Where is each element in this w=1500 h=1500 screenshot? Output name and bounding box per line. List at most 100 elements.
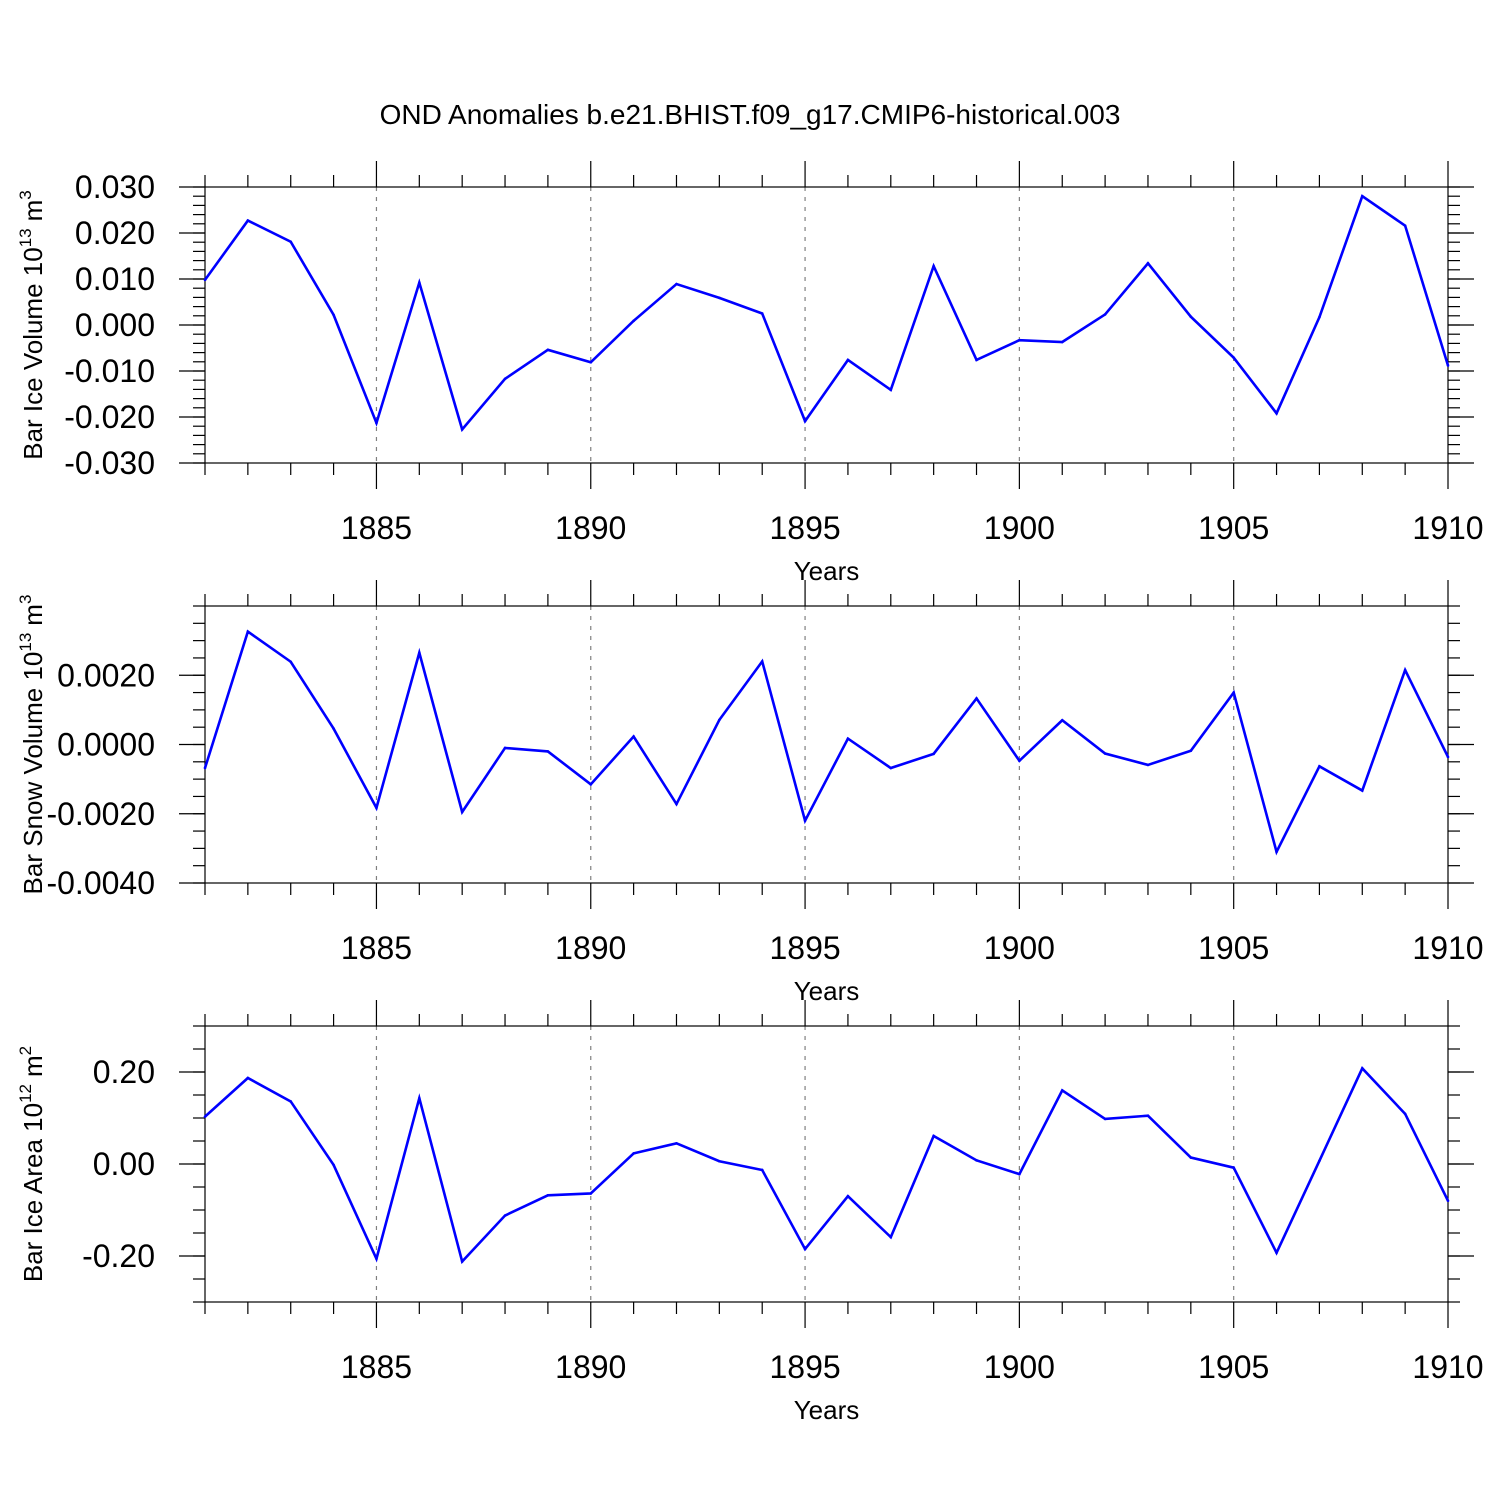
data-point	[1318, 315, 1321, 319]
y-tick-label: 0.0020	[57, 657, 155, 693]
data-point	[418, 651, 421, 655]
data-point	[675, 802, 678, 806]
data-point	[1446, 364, 1450, 367]
y-tick-label: -0.010	[64, 353, 155, 389]
data-point	[803, 419, 807, 423]
data-point	[546, 750, 550, 753]
data-point	[1018, 338, 1021, 342]
data-point	[289, 1100, 293, 1103]
y-axis-label-unit: m	[18, 604, 48, 626]
series-line	[203, 629, 1450, 856]
data-point	[846, 358, 850, 362]
y-axis-label-unit-exponent: 3	[16, 595, 35, 604]
data-point	[375, 806, 378, 810]
data-point	[718, 1159, 721, 1163]
plot-frame	[204, 1025, 1449, 1303]
data-point	[1103, 313, 1107, 316]
panel-3: 1885 1890 1895 1900 1905 1910 Years -0.20 0.00 0.…	[16, 1000, 1484, 1425]
data-point	[460, 428, 464, 431]
series-line	[204, 1066, 1450, 1265]
data-point	[1103, 752, 1107, 755]
y-tick-label: -0.20	[82, 1238, 155, 1274]
data-point	[503, 377, 507, 381]
x-tick-label: 1910	[1412, 510, 1483, 546]
data-point	[1189, 749, 1193, 753]
y-tick-label: -0.030	[64, 445, 155, 481]
data-point	[1232, 691, 1235, 694]
data-point	[1060, 718, 1064, 722]
data-point	[203, 278, 207, 282]
data-point	[1275, 1251, 1278, 1255]
x-tick-label: 1890	[555, 930, 626, 966]
data-point	[803, 1247, 807, 1251]
data-point	[675, 1142, 678, 1145]
data-point	[889, 1235, 893, 1239]
y-axis-label-unit-exponent: 2	[16, 1046, 35, 1055]
data-point	[1060, 1089, 1064, 1092]
data-point	[760, 312, 764, 315]
plot-frame	[204, 186, 1449, 464]
y-tick-label: 0.0000	[57, 727, 155, 763]
data-point	[1103, 1117, 1107, 1121]
data-point	[289, 660, 293, 664]
x-tick-label: 1910	[1412, 1349, 1483, 1385]
data-point	[632, 319, 635, 323]
x-tick-label: 1910	[1412, 930, 1483, 966]
y-tick-label: 0.000	[75, 307, 155, 343]
data-point	[632, 735, 635, 738]
data-point	[460, 810, 464, 814]
data-point	[1232, 1166, 1235, 1169]
y-tick-label: 0.010	[75, 261, 155, 297]
data-point	[332, 313, 335, 317]
data-point	[1146, 262, 1150, 265]
data-point	[1403, 668, 1407, 672]
y-tick-label: 0.030	[75, 169, 155, 205]
data-point	[1446, 1199, 1450, 1203]
data-point	[932, 1134, 935, 1138]
data-point	[932, 264, 935, 268]
y-axis-label-text: Bar Ice Area 10	[18, 1103, 48, 1282]
data-point	[546, 348, 550, 352]
y-axis-label: Bar Ice Area 1012 m2	[16, 1046, 48, 1282]
x-tick-label: 1885	[341, 930, 412, 966]
y-tick-label: 0.00	[93, 1146, 155, 1182]
y-axis-label-text: Bar Ice Volume 10	[18, 247, 48, 459]
y-tick-label: 0.020	[75, 215, 155, 251]
x-tick-label: 1905	[1198, 510, 1269, 546]
y-axis-label-exponent: 13	[16, 633, 35, 652]
data-point	[889, 766, 893, 770]
x-axis-label: Years	[794, 1395, 860, 1425]
data-point	[1403, 224, 1407, 227]
data-point	[718, 718, 721, 722]
data-point	[1060, 340, 1064, 344]
x-tick-label: 1900	[984, 1349, 1055, 1385]
data-point	[1146, 1114, 1150, 1117]
data-point	[1446, 755, 1450, 759]
data-point	[846, 737, 850, 740]
data-point	[289, 240, 293, 244]
panel-2: 1885 1890 1895 1900 1905 1910 Years -0.0040 -0.0…	[16, 580, 1484, 1006]
data-point	[246, 1076, 250, 1080]
data-point	[675, 282, 678, 286]
data-point	[203, 1115, 207, 1118]
x-tick-label: 1900	[984, 510, 1055, 546]
y-axis-label-unit-exponent: 3	[16, 190, 35, 199]
data-point	[846, 1194, 850, 1198]
data-point	[1403, 1112, 1407, 1116]
data-point	[203, 766, 207, 770]
x-tick-label: 1885	[341, 510, 412, 546]
x-tick-label: 1890	[555, 510, 626, 546]
data-point	[1360, 1067, 1364, 1070]
data-point	[1232, 356, 1235, 359]
data-point	[418, 1096, 421, 1100]
y-axis-label-unit: m	[18, 1055, 48, 1077]
y-axis-label: Bar Snow Volume 1013 m3	[16, 595, 48, 895]
data-point	[332, 727, 335, 730]
y-axis-label-exponent: 12	[16, 1084, 35, 1103]
x-tick-label: 1905	[1198, 1349, 1269, 1385]
data-point	[1275, 412, 1278, 415]
y-tick-label: -0.0040	[46, 865, 155, 901]
data-point	[718, 296, 721, 300]
y-axis-label: Bar Ice Volume 1013 m3	[16, 190, 48, 460]
data-point	[589, 360, 593, 364]
